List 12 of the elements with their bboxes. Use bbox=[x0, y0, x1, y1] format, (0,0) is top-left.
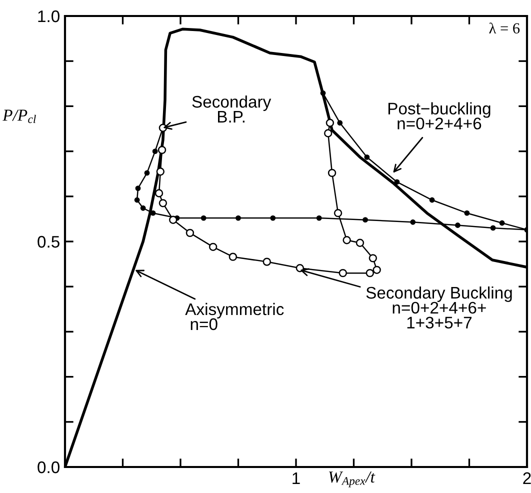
y-tick-label: 0.0 bbox=[38, 461, 60, 474]
annotation: Secondary B.P. bbox=[192, 95, 272, 122]
x-axis-title: W$_{Apex}$/t bbox=[329, 472, 376, 488]
annotation: λ = 6 bbox=[489, 22, 520, 34]
y-tick-label: 1.0 bbox=[38, 10, 60, 22]
annotation: Secondary Buckling n=0+2+4+6+ 1+3+5+7 bbox=[366, 286, 512, 329]
annotation: Post−buckling n=0+2+4+6 bbox=[388, 102, 490, 130]
x-tick-label: 1 bbox=[292, 472, 300, 484]
x-tick-label: 2 bbox=[523, 472, 531, 484]
y-axis-title: P/P$_{cl}$ bbox=[2, 110, 36, 124]
y-tick-label: 0.5 bbox=[38, 236, 60, 248]
annotation: Axisymmetric n=0 bbox=[185, 302, 284, 330]
